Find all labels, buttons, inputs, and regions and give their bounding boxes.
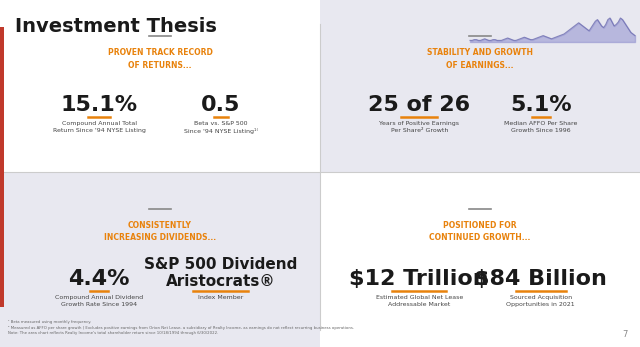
Text: STABILITY AND GROWTH
OF EARNINGS...: STABILITY AND GROWTH OF EARNINGS... bbox=[427, 48, 533, 70]
FancyBboxPatch shape bbox=[320, 172, 640, 347]
Text: 0.5: 0.5 bbox=[201, 95, 241, 115]
Text: POSITIONED FOR
CONTINUED GROWTH...: POSITIONED FOR CONTINUED GROWTH... bbox=[429, 221, 531, 243]
Text: Sourced Acquisition
Opportunities in 2021: Sourced Acquisition Opportunities in 202… bbox=[506, 295, 575, 307]
Text: 25 of 26: 25 of 26 bbox=[368, 95, 470, 115]
FancyBboxPatch shape bbox=[0, 0, 320, 172]
Text: 5.1%: 5.1% bbox=[510, 95, 572, 115]
Text: Years of Positive Earnings
Per Share² Growth: Years of Positive Earnings Per Share² Gr… bbox=[379, 121, 460, 133]
Text: S&P 500 Dividend
Aristocrats®: S&P 500 Dividend Aristocrats® bbox=[144, 257, 298, 289]
Text: PROVEN TRACK RECORD
OF RETURNS...: PROVEN TRACK RECORD OF RETURNS... bbox=[108, 48, 212, 70]
Text: 4.4%: 4.4% bbox=[68, 269, 130, 289]
Text: Compound Annual Total
Return Since '94 NYSE Listing: Compound Annual Total Return Since '94 N… bbox=[52, 121, 146, 133]
FancyBboxPatch shape bbox=[0, 172, 320, 347]
Text: Beta vs. S&P 500
Since '94 NYSE Listing¹⁽: Beta vs. S&P 500 Since '94 NYSE Listing¹… bbox=[184, 121, 258, 134]
Text: $84 Billion: $84 Billion bbox=[474, 269, 607, 289]
FancyBboxPatch shape bbox=[320, 0, 640, 172]
Text: ¹ Beta measured using monthly frequency.
² Measured as AFFO per share growth | E: ¹ Beta measured using monthly frequency.… bbox=[8, 320, 354, 335]
Text: Index Member: Index Member bbox=[198, 295, 243, 300]
Text: $12 Trillion: $12 Trillion bbox=[349, 269, 489, 289]
Text: 15.1%: 15.1% bbox=[61, 95, 138, 115]
Text: Investment Thesis: Investment Thesis bbox=[15, 17, 217, 36]
Text: CONSISTENTLY
INCREASING DIVIDENDS...: CONSISTENTLY INCREASING DIVIDENDS... bbox=[104, 221, 216, 243]
Text: 7: 7 bbox=[623, 330, 628, 339]
Bar bbox=[0, 27, 4, 307]
Text: Median AFFO Per Share
Growth Since 1996: Median AFFO Per Share Growth Since 1996 bbox=[504, 121, 577, 133]
Text: Compound Annual Dividend
Growth Rate Since 1994: Compound Annual Dividend Growth Rate Sin… bbox=[55, 295, 143, 307]
Text: Estimated Global Net Lease
Addressable Market: Estimated Global Net Lease Addressable M… bbox=[376, 295, 463, 307]
